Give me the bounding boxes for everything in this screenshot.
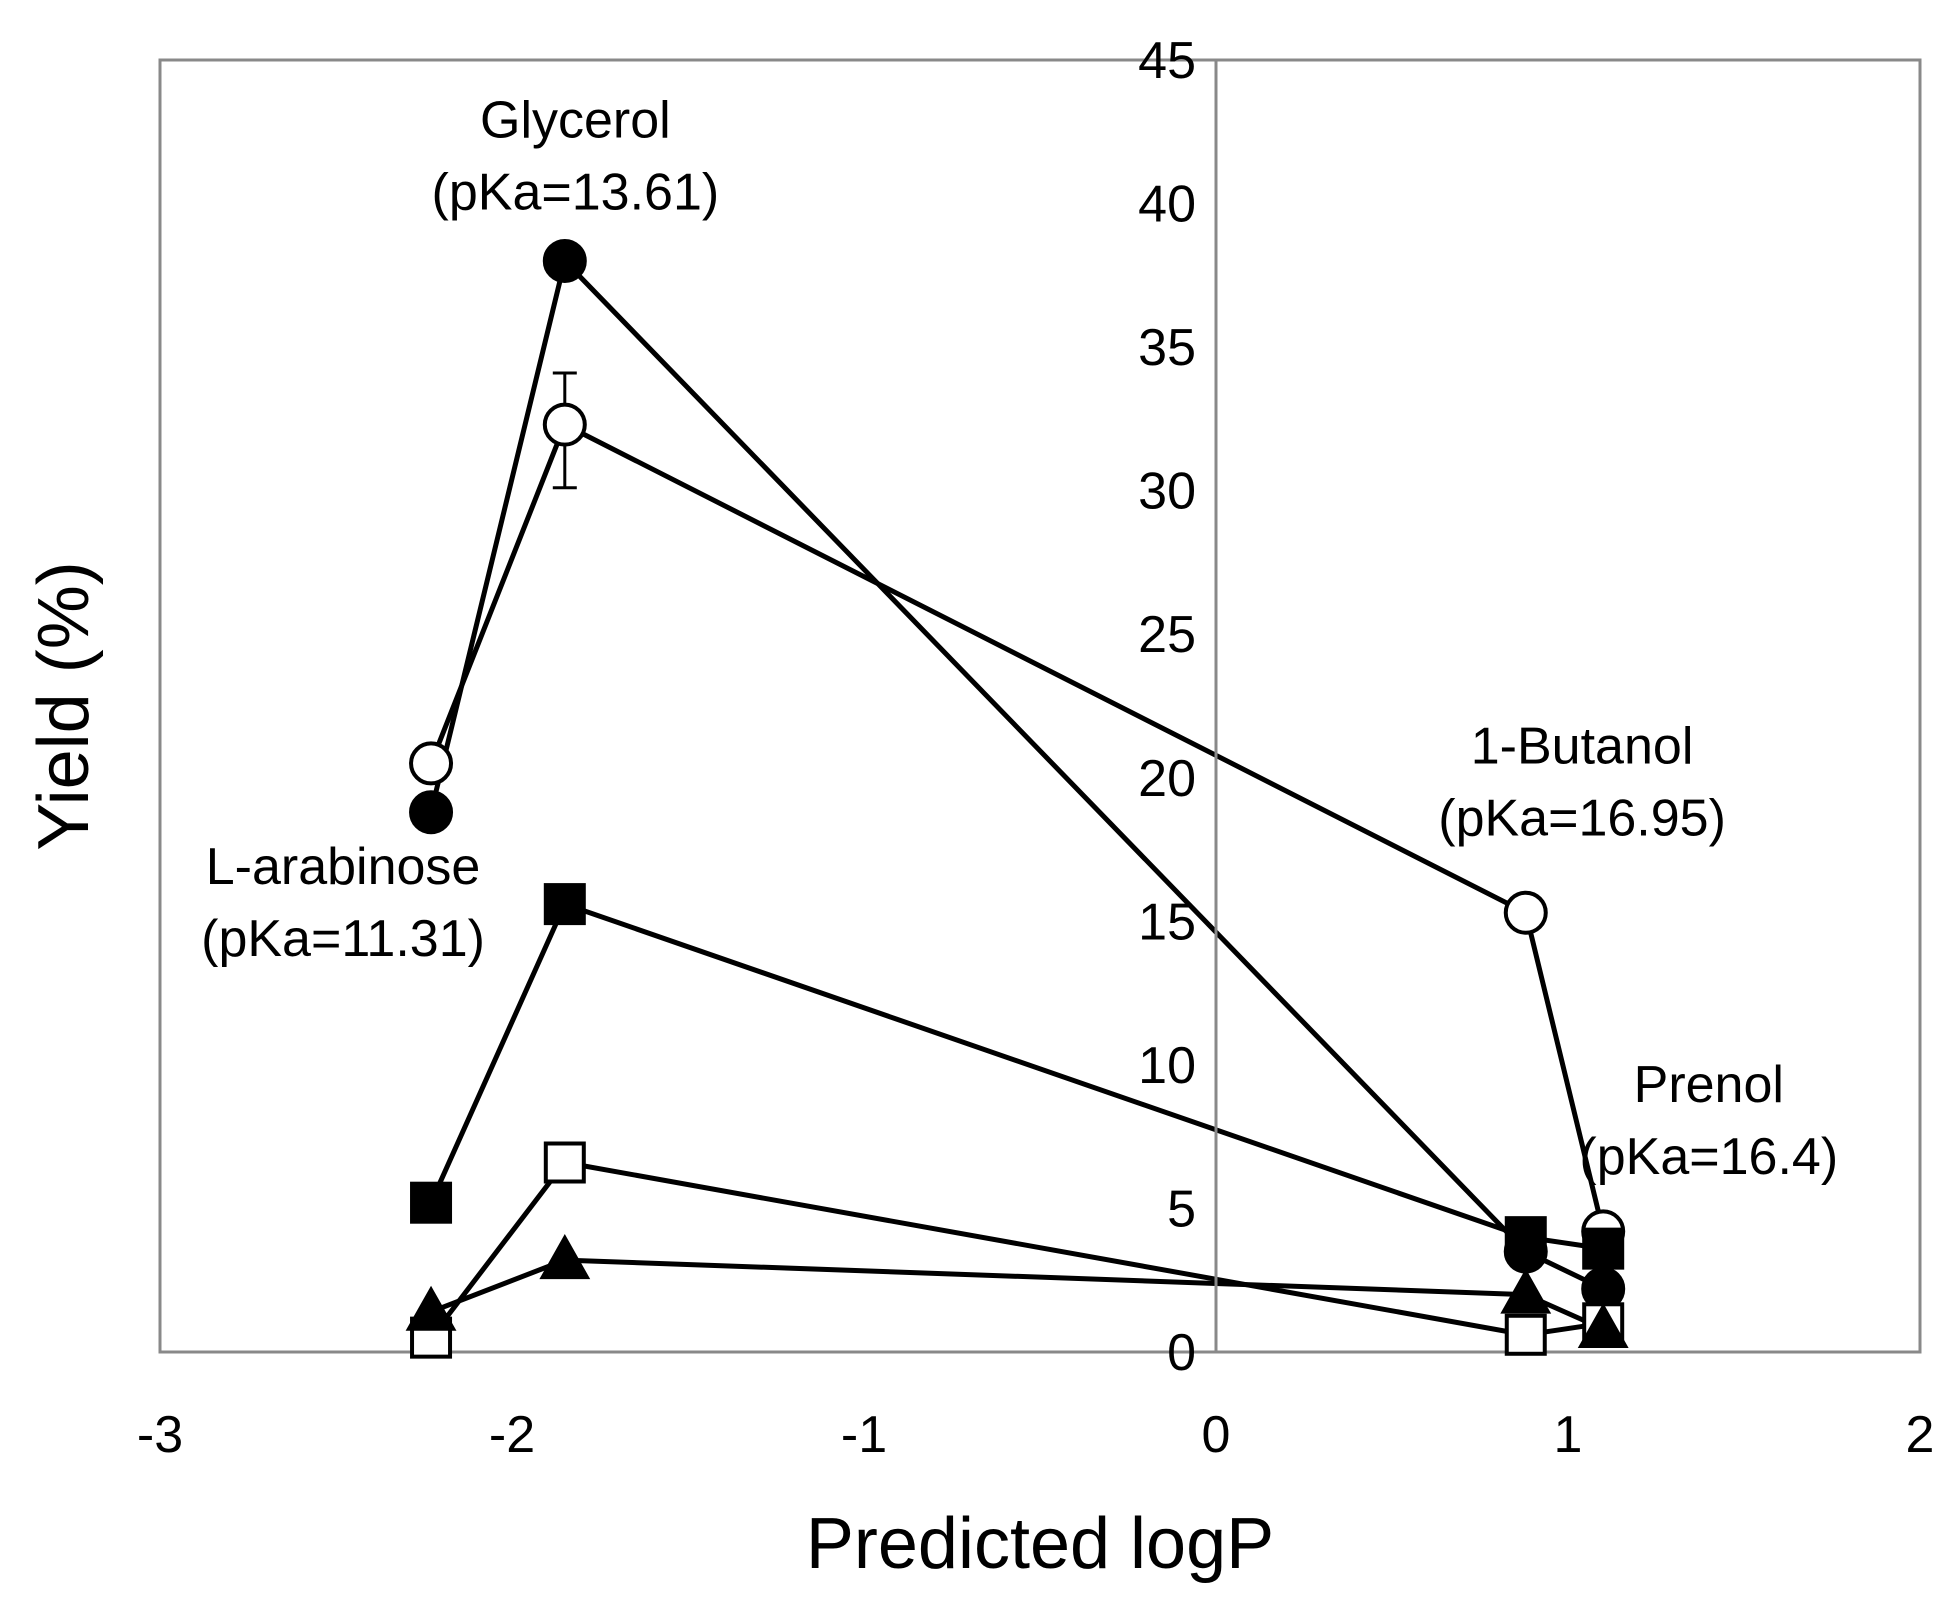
data-point-filled-square — [1582, 1227, 1625, 1270]
data-point-filled-triangle — [405, 1285, 457, 1331]
y-axis-title: Yield (%) — [24, 561, 104, 850]
series-line-filled-circle — [428, 258, 1605, 1292]
series-line-filled-triangle — [430, 1257, 1605, 1332]
arabinose-label-line: L-arabinose — [206, 838, 481, 896]
y-tick-label: 40 — [1138, 176, 1196, 234]
data-point-open-circle — [409, 741, 454, 786]
data-point-open-square — [543, 1141, 586, 1184]
prenol-label-line: (pKa=16.4) — [1579, 1128, 1838, 1186]
y-tick-label: 10 — [1138, 1037, 1196, 1095]
data-point-filled-triangle — [1577, 1302, 1629, 1349]
glycerol-label-line: Glycerol — [480, 92, 671, 150]
data-point-open-square — [1504, 1313, 1547, 1356]
y-tick-label: 30 — [1138, 463, 1196, 521]
x-tick-label: -2 — [489, 1406, 535, 1464]
x-tick-label: 1 — [1554, 1406, 1583, 1464]
data-point-open-circle — [542, 402, 587, 447]
x-tick-label: -1 — [841, 1406, 887, 1464]
arabinose-label-line: (pKa=11.31) — [201, 910, 485, 968]
butanol-label-line: 1-Butanol — [1471, 717, 1694, 775]
series-line-open-circle — [428, 422, 1606, 1232]
series-line-open-square — [429, 1160, 1604, 1340]
data-point-filled-triangle — [1500, 1268, 1552, 1314]
prenol-label: Prenol (pKa=16.4) — [1579, 1056, 1838, 1186]
prenol-label-line: Prenol — [1634, 1056, 1784, 1114]
glycerol-label-line: (pKa=13.61) — [432, 164, 720, 222]
glycerol-label: Glycerol (pKa=13.61) — [432, 92, 720, 222]
y-tick-label: 0 — [1167, 1324, 1196, 1382]
x-tick-label: 2 — [1906, 1406, 1935, 1464]
butanol-label-line: (pKa=16.95) — [1438, 789, 1726, 847]
data-point-filled-square — [410, 1181, 453, 1224]
y-tick-label: 25 — [1138, 606, 1196, 664]
data-point-filled-circle — [542, 238, 587, 283]
data-point-filled-circle — [409, 790, 454, 835]
y-tick-label: 20 — [1138, 750, 1196, 808]
data-point-filled-triangle — [539, 1234, 591, 1280]
arabinose-label: L-arabinose (pKa=11.31) — [201, 838, 485, 968]
y-tick-label: 45 — [1138, 32, 1196, 90]
data-point-filled-square — [1504, 1216, 1547, 1259]
data-point-filled-square — [543, 883, 586, 926]
x-tick-label: 0 — [1202, 1406, 1231, 1464]
y-tick-label: 5 — [1167, 1180, 1196, 1238]
x-axis-title: Predicted logP — [806, 1504, 1274, 1584]
x-tick-label: -3 — [137, 1406, 183, 1464]
y-tick-label: 35 — [1138, 319, 1196, 377]
butanol-label: 1-Butanol (pKa=16.95) — [1438, 717, 1726, 847]
data-point-open-circle — [1503, 890, 1548, 935]
y-tick-label: 15 — [1138, 893, 1196, 951]
series-line-filled-square — [428, 901, 1604, 1252]
